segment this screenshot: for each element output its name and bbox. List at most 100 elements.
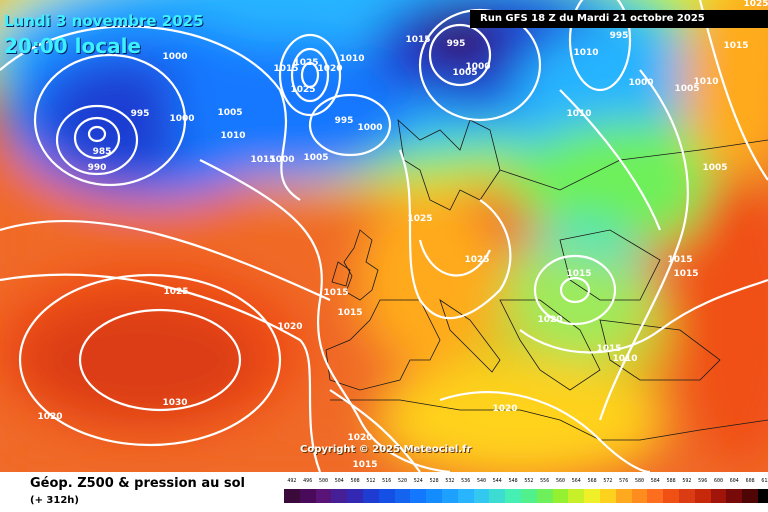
- isobar-label: 1010: [573, 48, 599, 58]
- legend-value: 544: [492, 478, 502, 484]
- isobar-label: 1015: [723, 41, 749, 51]
- isobar-label: 1020: [537, 315, 563, 325]
- legend-swatch: [568, 489, 585, 503]
- forecast-date: Lundi 3 novembre 2025: [4, 12, 204, 30]
- isobar-label: 1010: [612, 354, 638, 364]
- legend-value: 608: [745, 478, 755, 484]
- legend-value: 496: [303, 478, 313, 484]
- legend-value: 520: [397, 478, 408, 484]
- copyright-notice: Copyright © 2025 Meteociel.fr: [300, 444, 472, 455]
- legend-swatch: [726, 489, 743, 503]
- chart-title: Géop. Z500 & pression au sol: [30, 476, 245, 491]
- legend-value: 588: [666, 478, 676, 484]
- legend-swatch: [694, 489, 711, 503]
- isobar-label: 1020: [317, 64, 343, 74]
- isobar-label: 1005: [702, 163, 728, 173]
- legend-swatch: [394, 489, 411, 503]
- isobar-label: 1015: [667, 255, 693, 265]
- legend-swatch: [347, 489, 363, 503]
- isobar-label: 1005: [452, 68, 478, 78]
- legend-swatch: [489, 489, 506, 503]
- isobar-label: 1025: [743, 0, 768, 9]
- isobar-label: 1000: [357, 123, 383, 133]
- legend-value: 552: [524, 478, 534, 484]
- footer-bar: Géop. Z500 & pression au sol (+ 312h) 49…: [0, 472, 768, 512]
- legend-swatch: [552, 489, 569, 503]
- isobar-label: 1015: [352, 460, 378, 470]
- isobar-label: 1025: [290, 85, 316, 95]
- legend-value: 576: [619, 478, 629, 484]
- legend-value: 596: [698, 478, 708, 484]
- legend-swatch: [410, 489, 427, 503]
- isobar-label: 1005: [674, 84, 700, 94]
- isobar-label: 1030: [162, 398, 188, 408]
- legend-value: 584: [650, 478, 660, 484]
- legend-value: 504: [334, 478, 344, 484]
- forecast-time: 20:00 locale: [4, 34, 141, 58]
- isobar-label: 1020: [37, 412, 63, 422]
- legend-swatch: [284, 489, 300, 503]
- legend-value: 556: [540, 478, 550, 484]
- legend-swatch: [631, 489, 648, 503]
- legend-value: 540: [476, 478, 487, 484]
- legend-swatch: [647, 489, 664, 503]
- model-run-label: Run GFS 18 Z du Mardi 21 octobre 2025: [470, 10, 768, 28]
- legend-swatch: [615, 489, 632, 503]
- legend-value: 612: [761, 478, 768, 484]
- legend-swatch: [331, 489, 348, 503]
- legend-value: 568: [587, 478, 597, 484]
- legend-swatch: [710, 489, 727, 503]
- isobar-label: 1005: [303, 153, 329, 163]
- legend-value: 600: [713, 478, 724, 484]
- isobar-label: 1025: [407, 214, 433, 224]
- isobar-label: 1015: [273, 64, 299, 74]
- isobar-label: 1010: [693, 77, 719, 87]
- isobar-label: 1010: [339, 54, 365, 64]
- legend-value: 548: [508, 478, 518, 484]
- isobar-label: 1010: [220, 131, 246, 141]
- isobar-label: 1015: [337, 308, 363, 318]
- legend-swatch: [315, 489, 332, 503]
- isobar-label: 1005: [217, 108, 243, 118]
- weather-map: Lundi 3 novembre 2025 20:00 locale Run G…: [0, 0, 768, 472]
- isobar-label: 1015: [405, 35, 431, 45]
- forecast-lead-time: (+ 312h): [30, 495, 79, 506]
- isobar-label: 1015: [596, 344, 622, 354]
- legend-swatch: [457, 489, 474, 503]
- legend-value: 536: [461, 478, 471, 484]
- isobar-label: 985: [92, 147, 112, 157]
- legend-value: 524: [413, 478, 423, 484]
- geopotential-field: [0, 0, 768, 472]
- isobar-label: 995: [334, 116, 354, 126]
- isobar-label: 990: [87, 163, 107, 173]
- legend-swatch: [473, 489, 490, 503]
- legend-swatch: [599, 489, 616, 503]
- legend-value: 512: [366, 478, 376, 484]
- legend-value: 564: [571, 478, 581, 484]
- isobar-label: 1025: [293, 58, 319, 68]
- legend-value: 604: [729, 478, 739, 484]
- legend-swatch: [742, 489, 758, 503]
- isobar-label: 1025: [464, 255, 490, 265]
- legend-swatch: [663, 489, 679, 503]
- isobar-label: 1020: [347, 433, 373, 443]
- legend-swatch: [441, 489, 458, 503]
- legend-value: 580: [634, 478, 645, 484]
- legend-swatch: [584, 489, 600, 503]
- isobar-label: 1010: [566, 109, 592, 119]
- legend-swatch: [378, 489, 395, 503]
- isobar-label: 1000: [162, 52, 188, 62]
- isobar-label: 1020: [277, 322, 303, 332]
- legend-swatch: [426, 489, 442, 503]
- legend-value: 532: [445, 478, 455, 484]
- color-legend: [284, 489, 768, 503]
- legend-value: 492: [287, 478, 297, 484]
- legend-swatch: [678, 489, 695, 503]
- isobar-label: 1020: [492, 404, 518, 414]
- legend-swatch: [505, 489, 521, 503]
- legend-value: 560: [555, 478, 566, 484]
- isobar-label: 1015: [566, 269, 592, 279]
- isobar-label: 995: [130, 109, 150, 119]
- isobar-label: 1000: [269, 155, 295, 165]
- legend-value: 500: [318, 478, 329, 484]
